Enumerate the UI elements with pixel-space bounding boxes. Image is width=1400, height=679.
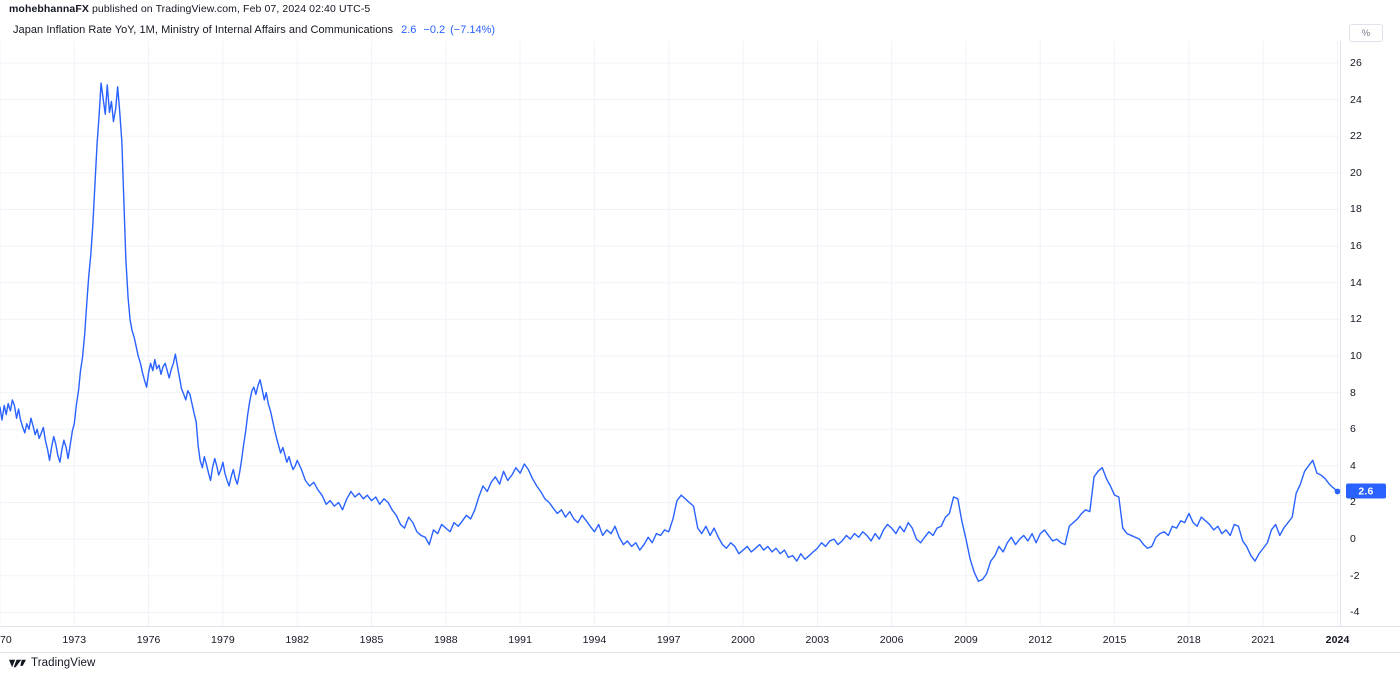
price-tick-label: -4 xyxy=(1350,606,1360,619)
time-tick-label: 1979 xyxy=(211,634,235,646)
time-tick-label: 1976 xyxy=(136,634,161,646)
time-tick-label: 1970 xyxy=(0,634,12,646)
time-tick-label: 1985 xyxy=(359,634,384,646)
publish-info-bar: mohebhannaFX published on TradingView.co… xyxy=(0,0,1400,18)
price-tick-label: 22 xyxy=(1350,130,1362,143)
price-line-chart xyxy=(0,41,1340,626)
price-tick-label: 12 xyxy=(1350,313,1362,326)
time-scale[interactable]: 1970 1973 1976 1979 1982 1985 1988 1991 1994 1997… xyxy=(0,627,1349,653)
time-tick-label: 2009 xyxy=(954,634,978,646)
price-scale[interactable]: % 2.6 26 24 22 20 18 16 14 12 10 8 6 4 2 0 -2 -4 xyxy=(1340,24,1400,627)
price-tick-label: 4 xyxy=(1350,459,1356,472)
chart-title: Japan Inflation Rate YoY, 1M, Ministry o… xyxy=(13,24,394,36)
publish-author: mohebhannaFX xyxy=(9,3,89,15)
vertical-gridlines xyxy=(0,41,1339,626)
price-tick-label: -2 xyxy=(1350,569,1360,582)
price-tick-label: 20 xyxy=(1350,166,1362,179)
axis-divider xyxy=(0,652,1400,653)
time-tick-label: 1994 xyxy=(582,634,607,646)
chart-plot-area[interactable] xyxy=(0,41,1340,627)
time-tick-label: 1973 xyxy=(62,634,87,646)
time-tick-label: 2012 xyxy=(1028,634,1053,646)
publish-details: published on TradingView.com, Feb 07, 20… xyxy=(88,3,371,15)
time-tick-label: 2015 xyxy=(1102,634,1127,646)
time-tick-label: 2000 xyxy=(731,634,755,646)
price-tick-label: 10 xyxy=(1350,349,1362,362)
current-price-badge: 2.6 xyxy=(1346,483,1386,499)
price-tick-label: 24 xyxy=(1350,93,1362,106)
price-tick-label: 8 xyxy=(1350,386,1356,399)
tradingview-brand-label: TradingView xyxy=(31,657,96,669)
legend-last-value: 2.6 xyxy=(401,24,417,36)
percent-unit-button[interactable]: % xyxy=(1349,24,1383,42)
time-tick-label: 2024 xyxy=(1325,634,1350,646)
chart-legend[interactable]: Japan Inflation Rate YoY, 1M, Ministry o… xyxy=(0,19,495,41)
price-tick-label: 14 xyxy=(1350,276,1362,289)
publish-info-text: mohebhannaFX published on TradingView.co… xyxy=(9,3,370,15)
time-tick-label: 1997 xyxy=(656,634,681,646)
legend-change-percent: (−7.14%) xyxy=(450,24,496,36)
time-tick-label: 1991 xyxy=(508,634,533,646)
time-tick-label: 2006 xyxy=(879,634,904,646)
time-tick-label: 2021 xyxy=(1251,634,1276,646)
time-tick-label: 2018 xyxy=(1177,634,1201,646)
price-tick-label: 6 xyxy=(1350,423,1356,436)
inflation-series-line xyxy=(0,82,1339,582)
price-tick-label: 26 xyxy=(1350,56,1362,69)
tradingview-logo-icon xyxy=(9,659,26,667)
price-tick-label: 18 xyxy=(1350,203,1362,216)
price-tick-label: 16 xyxy=(1350,240,1362,253)
price-tick-label: 2 xyxy=(1350,496,1356,509)
legend-values: 2.6 −0.2 (−7.14%) xyxy=(401,24,495,36)
tradingview-footer-logo[interactable]: TradingView xyxy=(9,657,95,669)
time-tick-label: 2003 xyxy=(805,634,830,646)
last-value-marker xyxy=(1334,488,1340,495)
price-tick-label: 0 xyxy=(1350,533,1356,546)
time-tick-label: 1982 xyxy=(285,634,310,646)
time-tick-label: 1988 xyxy=(433,634,458,646)
legend-change-value: −0.2 xyxy=(423,24,446,36)
